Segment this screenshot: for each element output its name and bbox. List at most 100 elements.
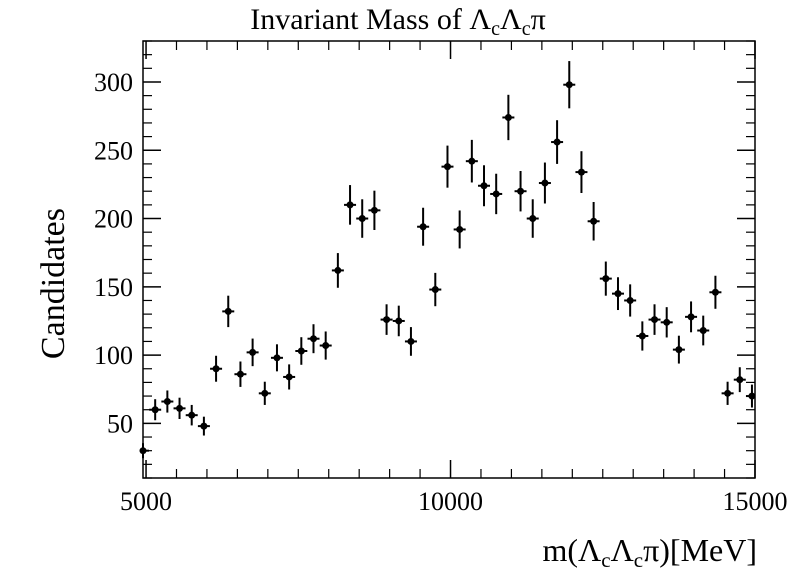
point-marker bbox=[626, 296, 634, 304]
plot-frame bbox=[142, 40, 756, 479]
data-points bbox=[139, 61, 756, 459]
data-point bbox=[733, 367, 746, 393]
point-marker bbox=[431, 286, 439, 294]
data-point bbox=[173, 397, 186, 420]
data-point bbox=[636, 321, 649, 351]
point-marker bbox=[419, 223, 427, 231]
data-point bbox=[514, 171, 527, 212]
data-point bbox=[721, 381, 734, 405]
data-point bbox=[685, 301, 698, 333]
data-point bbox=[210, 355, 223, 382]
y-tick-label: 100 bbox=[94, 341, 133, 370]
data-point bbox=[660, 307, 673, 338]
point-marker bbox=[590, 217, 598, 225]
data-point bbox=[697, 315, 710, 346]
data-point bbox=[258, 381, 271, 405]
point-marker bbox=[468, 157, 476, 165]
point-marker bbox=[736, 376, 744, 384]
y-tick-label: 150 bbox=[94, 273, 133, 302]
x-axis-label: m(ΛcΛcπ)[MeV] bbox=[543, 532, 758, 572]
data-point bbox=[404, 327, 417, 356]
point-marker bbox=[176, 404, 184, 412]
data-point bbox=[270, 344, 283, 372]
data-point bbox=[185, 404, 198, 426]
y-tick-label: 300 bbox=[94, 68, 133, 97]
data-point bbox=[356, 199, 369, 238]
point-marker bbox=[553, 138, 561, 146]
point-marker bbox=[565, 81, 573, 89]
point-marker bbox=[663, 318, 671, 326]
point-marker bbox=[675, 346, 683, 354]
data-point bbox=[490, 173, 503, 215]
x-tick-label: 10000 bbox=[418, 487, 483, 516]
point-marker bbox=[480, 182, 488, 190]
data-point bbox=[538, 162, 551, 204]
point-marker bbox=[724, 389, 732, 397]
point-marker bbox=[614, 290, 622, 298]
data-point bbox=[672, 335, 685, 364]
point-marker bbox=[236, 370, 244, 378]
point-marker bbox=[407, 337, 415, 345]
data-point bbox=[526, 199, 539, 238]
data-point bbox=[149, 399, 162, 421]
data-point bbox=[380, 304, 393, 335]
point-marker bbox=[334, 266, 342, 274]
chart-title: Invariant Mass of ΛcΛcπ bbox=[250, 3, 546, 40]
point-marker bbox=[504, 113, 512, 121]
data-point bbox=[599, 261, 612, 296]
data-point bbox=[222, 295, 235, 328]
point-marker bbox=[297, 347, 305, 355]
y-tick-label: 200 bbox=[94, 205, 133, 234]
point-marker bbox=[188, 411, 196, 419]
data-point bbox=[234, 361, 247, 387]
point-marker bbox=[163, 398, 171, 406]
point-marker bbox=[529, 215, 537, 223]
point-marker bbox=[346, 201, 354, 209]
point-marker bbox=[748, 392, 756, 400]
data-point bbox=[197, 416, 210, 436]
point-marker bbox=[151, 406, 159, 414]
data-point bbox=[709, 275, 722, 309]
point-marker bbox=[370, 206, 378, 214]
point-marker bbox=[711, 288, 719, 296]
point-marker bbox=[456, 225, 464, 233]
point-marker bbox=[443, 163, 451, 171]
data-point bbox=[283, 364, 296, 390]
data-point bbox=[551, 120, 564, 164]
data-point bbox=[161, 390, 174, 413]
point-marker bbox=[517, 187, 525, 195]
point-marker bbox=[383, 316, 391, 324]
point-marker bbox=[492, 190, 500, 198]
point-marker bbox=[602, 275, 610, 283]
axes: 5000 10000 15000 50 100 150 200 250 300 bbox=[94, 40, 788, 516]
point-marker bbox=[139, 447, 147, 455]
data-point bbox=[344, 185, 357, 225]
point-marker bbox=[212, 365, 220, 373]
data-point bbox=[139, 443, 149, 459]
data-point bbox=[331, 253, 344, 288]
data-point bbox=[478, 165, 491, 207]
data-point bbox=[319, 331, 332, 360]
y-tick-label: 50 bbox=[107, 409, 133, 438]
data-point bbox=[648, 304, 661, 335]
point-marker bbox=[541, 179, 549, 187]
data-point bbox=[307, 324, 320, 354]
y-tick-label: 250 bbox=[94, 136, 133, 165]
point-marker bbox=[249, 348, 257, 356]
data-point bbox=[392, 305, 405, 337]
point-marker bbox=[358, 215, 366, 223]
point-marker bbox=[285, 373, 293, 381]
data-point bbox=[246, 338, 259, 367]
point-marker bbox=[687, 313, 695, 321]
data-point bbox=[502, 94, 515, 141]
point-marker bbox=[699, 327, 707, 335]
point-marker bbox=[224, 307, 232, 315]
x-tick-label: 15000 bbox=[723, 487, 788, 516]
data-point bbox=[441, 145, 454, 188]
point-marker bbox=[310, 335, 318, 343]
data-point bbox=[368, 190, 381, 231]
point-marker bbox=[651, 316, 659, 324]
y-axis-label: Candidates bbox=[35, 208, 72, 359]
data-point bbox=[417, 207, 430, 246]
